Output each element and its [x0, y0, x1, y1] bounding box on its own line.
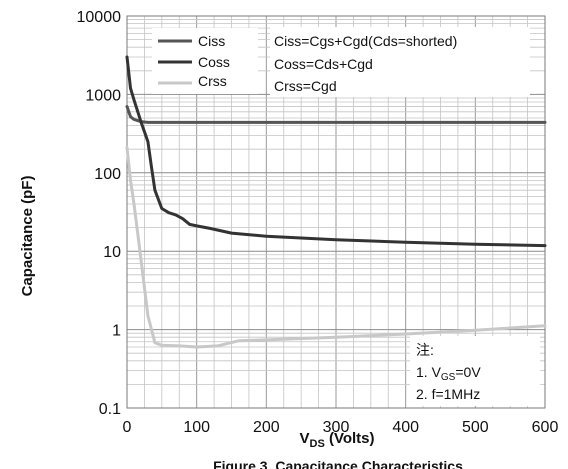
series-layer — [125, 55, 547, 349]
x-tick-label: 500 — [462, 419, 489, 436]
legend-label-ciss: Ciss — [198, 33, 225, 49]
y-tick-label: 100 — [94, 166, 121, 183]
legend: Ciss Coss Crss — [152, 28, 258, 94]
figure-caption: Figure 3. Capacitance Characteristics — [213, 458, 463, 469]
y-tick-label: 0.1 — [99, 401, 121, 418]
y-tick-label: 10 — [103, 244, 121, 261]
series-line-ciss — [125, 105, 547, 124]
x-tick-label: 100 — [183, 419, 210, 436]
y-axis-title: Capacitance (pF) — [19, 176, 36, 297]
series-line-crss — [125, 146, 547, 349]
x-tick-label: 400 — [392, 419, 419, 436]
formula-box: Ciss=Cgs+Cgd(Cds=shorted) Coss=Cds+Cgd C… — [270, 27, 530, 97]
formula-coss: Coss=Cds+Cgd — [274, 56, 373, 72]
plot-frame — [126, 15, 546, 409]
x-tick-label: 0 — [123, 419, 132, 436]
legend-label-crss: Crss — [198, 73, 227, 89]
y-tick-label: 10000 — [77, 9, 122, 26]
notes-header: 注: — [416, 342, 434, 358]
y-tick-label: 1 — [112, 323, 121, 340]
x-tick-label: 200 — [253, 419, 280, 436]
x-tick-labels: 0 100 200 300 400 500 600 — [123, 419, 559, 436]
x-tick-label: 600 — [532, 419, 559, 436]
formula-ciss: Ciss=Cgs+Cgd(Cds=shorted) — [274, 33, 457, 49]
formula-crss: Crss=Cgd — [274, 78, 337, 94]
legend-label-coss: Coss — [198, 54, 230, 70]
x-tick-label: 300 — [323, 419, 350, 436]
note-frequency: 2. f=1MHz — [416, 386, 480, 402]
note-vgs: 1. VGS=0V — [416, 364, 481, 383]
series-line-coss — [125, 55, 547, 248]
x-axis-title: VDS (Volts) — [299, 430, 374, 450]
notes-box: 注: 1. VGS=0V 2. f=1MHz — [410, 336, 540, 406]
plot-border — [126, 15, 546, 409]
y-tick-label: 1000 — [85, 87, 121, 104]
y-tick-labels: 0.1 1 10 100 1000 10000 — [77, 9, 122, 418]
